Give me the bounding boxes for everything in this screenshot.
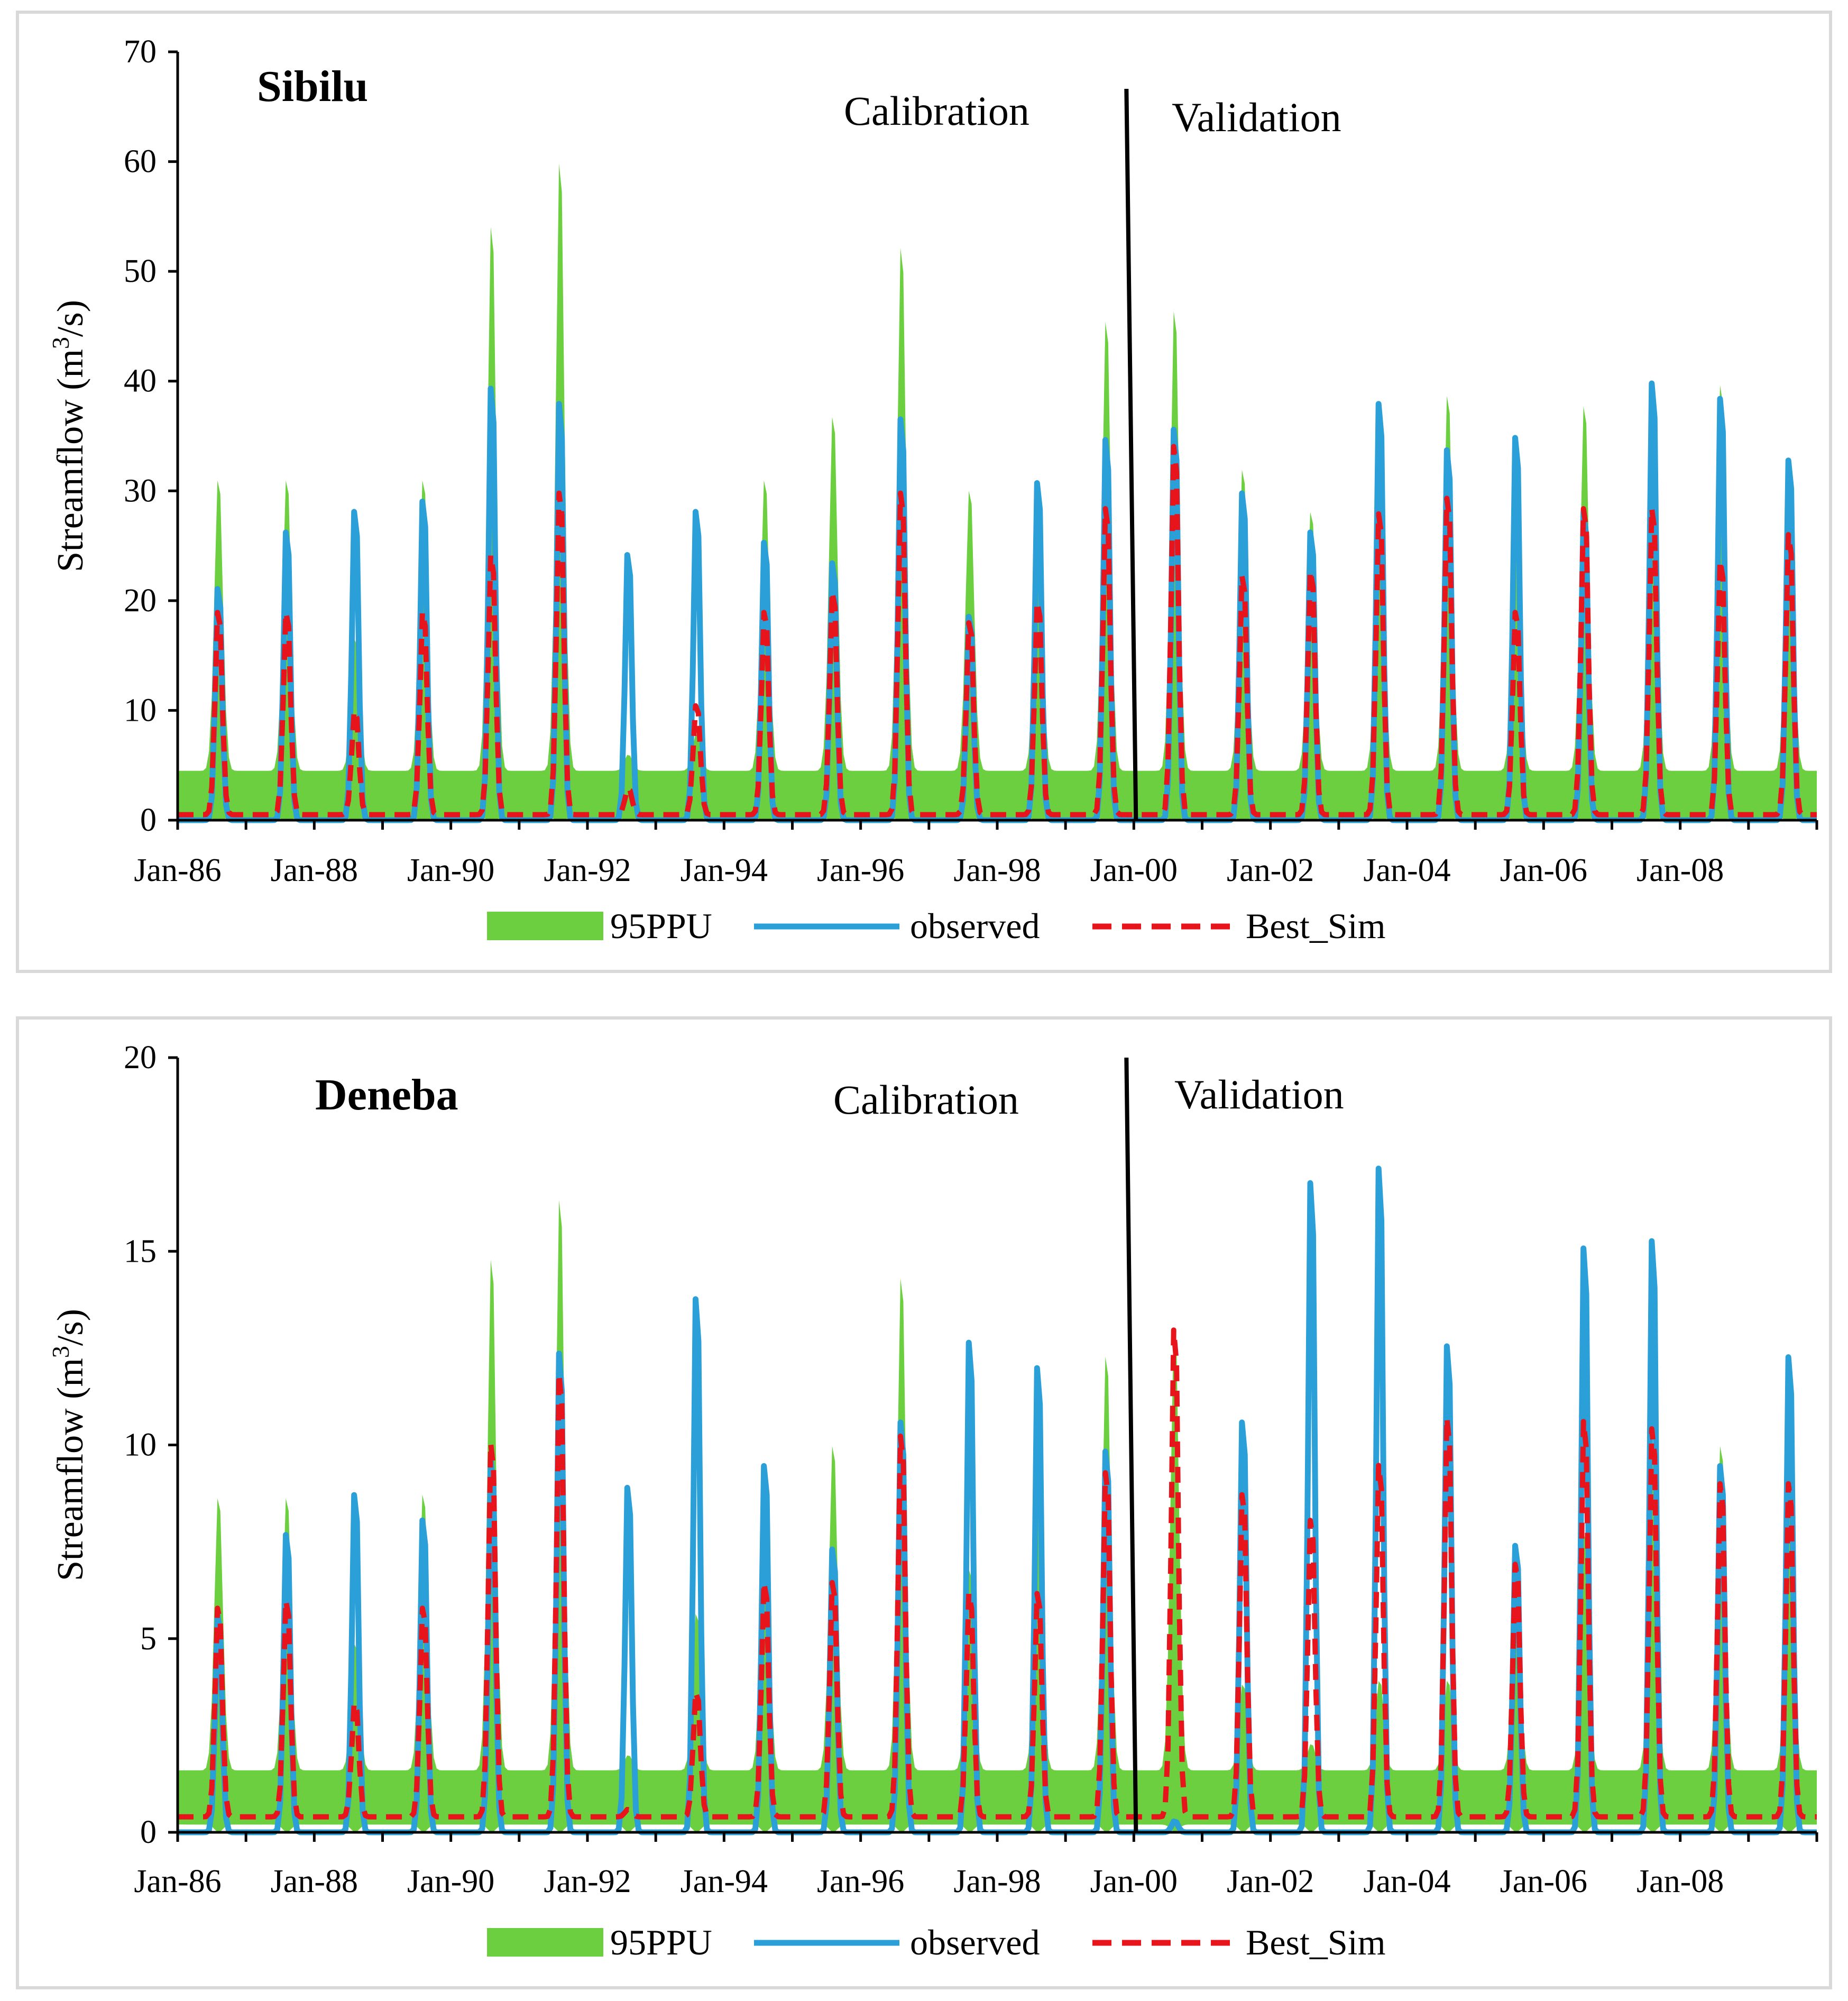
y-tick-label: 10 [124, 692, 157, 728]
x-tick-label: Jan-08 [1636, 852, 1724, 888]
x-tick-label: Jan-00 [1090, 852, 1178, 888]
site-title: Deneba [315, 1070, 458, 1119]
x-tick-label: Jan-90 [407, 852, 494, 888]
legend-observed-label: observed [910, 906, 1040, 946]
best-sim-series-line [178, 1327, 1817, 1820]
y-tick-label: 50 [124, 253, 157, 289]
validation-label: Validation [1174, 1071, 1344, 1117]
x-tick-label: Jan-06 [1500, 852, 1587, 888]
y-tick-label: 70 [124, 34, 157, 70]
y-tick-label: 20 [124, 1040, 157, 1076]
ppu-band-area [178, 1200, 1817, 1832]
legend-ppu-label: 95PPU [610, 1922, 712, 1962]
y-tick-label: 10 [124, 1427, 157, 1463]
x-tick-label: Jan-92 [544, 852, 631, 888]
y-tick-label: 0 [140, 802, 157, 838]
legend-ppu-swatch [487, 1928, 603, 1957]
y-axis-title: Streamflow (m3/s) [47, 1309, 91, 1581]
x-tick-label: Jan-02 [1227, 1864, 1314, 1899]
legend-ppu-label: 95PPU [610, 906, 712, 946]
calibration-label: Calibration [833, 1077, 1019, 1123]
calibration-validation-split-line [1124, 88, 1138, 821]
x-tick-label: Jan-88 [271, 1864, 358, 1899]
validation-label: Validation [1172, 94, 1341, 140]
legend-best-sim-label: Best_Sim [1246, 906, 1386, 946]
x-tick-label: Jan-96 [817, 1864, 904, 1899]
legend-ppu-swatch [487, 912, 603, 940]
y-tick-label: 20 [124, 583, 157, 619]
legend-best-sim-label: Best_Sim [1246, 1922, 1386, 1962]
legend: 95PPU observed Best_Sim [487, 906, 1386, 946]
y-tick-label: 40 [124, 363, 157, 399]
calibration-validation-split-line [1124, 1057, 1138, 1833]
calibration-label: Calibration [844, 88, 1029, 134]
x-tick-label: Jan-98 [953, 1864, 1041, 1899]
x-tick-label: Jan-98 [953, 852, 1041, 888]
deneba-chart: 0 5 10 15 20 Jan-86 Jan-88 Jan-90 Jan-92 Jan-94 Ja… [47, 1040, 1818, 1962]
ppu-band-area [178, 163, 1817, 820]
x-tick-label: Jan-94 [681, 1864, 768, 1899]
x-tick-label: Jan-92 [544, 1864, 631, 1899]
sibilu-chart: 0 10 20 30 40 50 60 70 Jan-86 Jan-88 Jan-90 Jan-92 J… [47, 34, 1818, 946]
sibilu-chart-panel: 0 10 20 30 40 50 60 70 Jan-86 Jan-88 Jan-90 Jan-92 J… [16, 11, 1832, 973]
legend: 95PPU observed Best_Sim [487, 1922, 1386, 1962]
x-tick-label: Jan-06 [1500, 1864, 1587, 1899]
best-sim-series-line [178, 444, 1817, 818]
y-tick-label: 0 [140, 1814, 157, 1850]
legend-observed-label: observed [910, 1922, 1040, 1962]
x-tick-label: Jan-90 [407, 1864, 494, 1899]
x-tick-label: Jan-94 [681, 852, 768, 888]
x-tick-label: Jan-04 [1363, 852, 1450, 888]
deneba-chart-panel: 0 5 10 15 20 Jan-86 Jan-88 Jan-90 Jan-92 Jan-94 Ja… [16, 1016, 1832, 1989]
y-axis-title: Streamflow (m3/s) [47, 300, 91, 572]
x-tick-label: Jan-86 [134, 852, 221, 888]
y-tick-label: 30 [124, 473, 157, 509]
x-tick-label: Jan-04 [1363, 1864, 1450, 1899]
x-tick-label: Jan-00 [1090, 1864, 1178, 1899]
x-tick-label: Jan-02 [1227, 852, 1314, 888]
x-tick-label: Jan-08 [1636, 1864, 1724, 1899]
x-tick-label: Jan-86 [134, 1864, 221, 1899]
x-tick-label: Jan-96 [817, 852, 904, 888]
x-tick-label: Jan-88 [271, 852, 358, 888]
y-tick-label: 5 [140, 1621, 157, 1657]
y-tick-label: 60 [124, 144, 157, 180]
site-title: Sibilu [257, 62, 368, 111]
y-tick-label: 15 [124, 1233, 157, 1269]
